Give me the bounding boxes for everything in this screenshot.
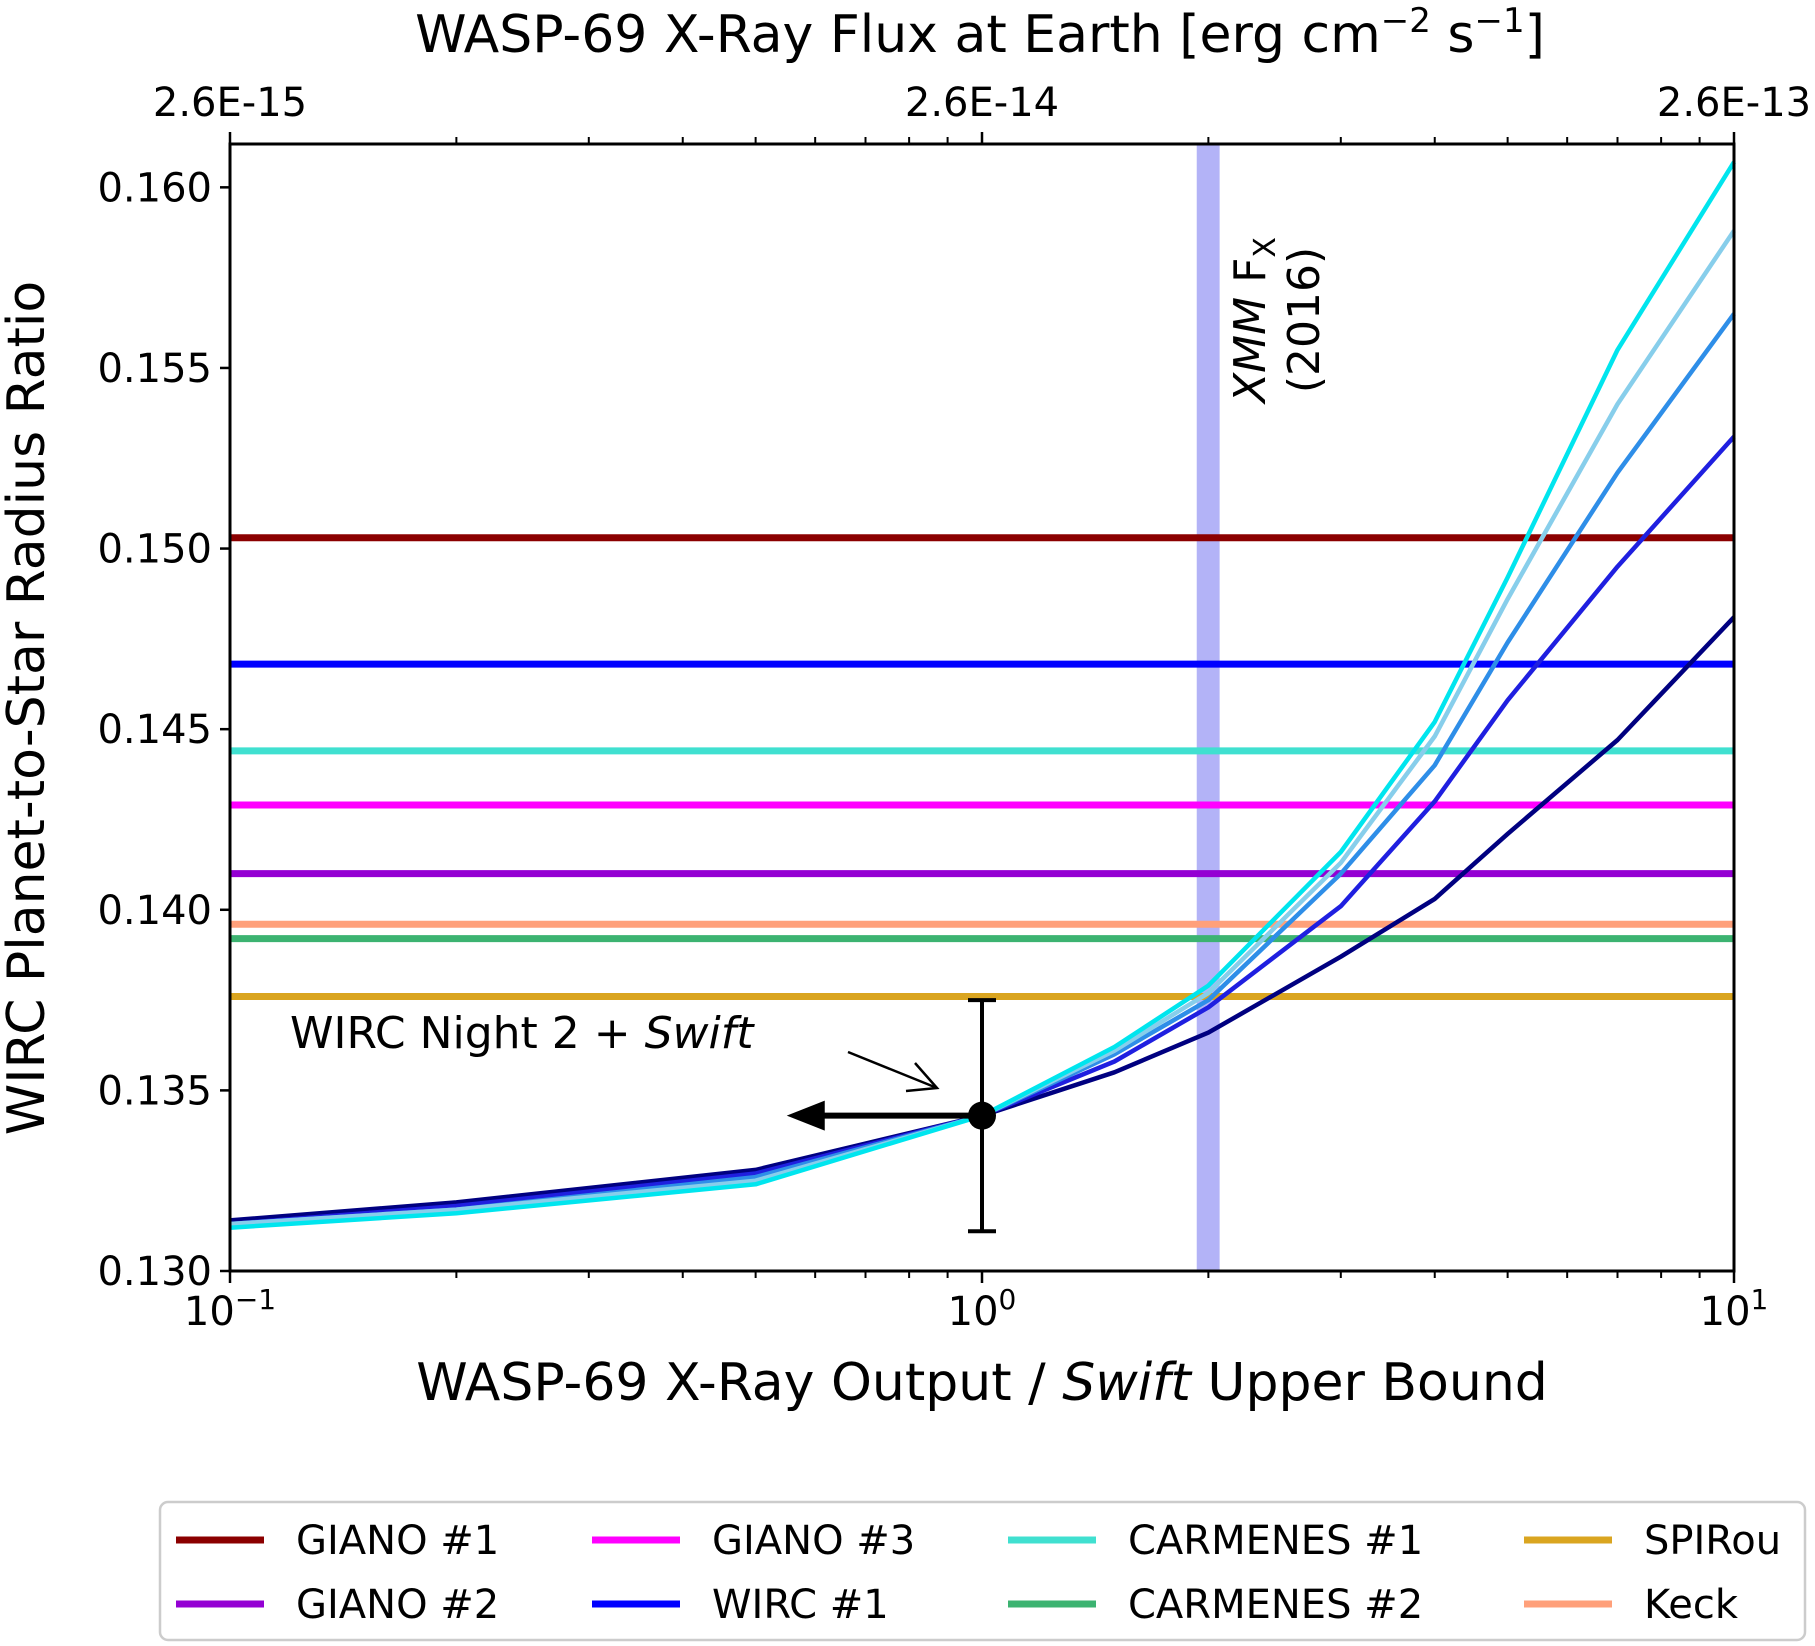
- top-axis-title: WASP-69 X-Ray Flux at Earth [erg cm−2 s−…: [415, 1, 1545, 65]
- legend-label-giano-3: GIANO #3: [712, 1518, 915, 1564]
- legend-label-wirc-1: WIRC #1: [712, 1582, 889, 1628]
- data-point-marker: [968, 1101, 996, 1130]
- xmm-band: [1196, 144, 1220, 1271]
- y-axis-ticks: 0.130 0.135 0.140 0.145 0.150 0.155 0.160: [97, 165, 230, 1295]
- y-tick-label: 0.130: [97, 1249, 212, 1295]
- model-curves: [229, 160, 1736, 1230]
- x-tick-label: 100: [948, 1283, 1017, 1335]
- x-axis-label: WASP-69 X-Ray Output / Swift Upper Bound: [416, 1353, 1548, 1413]
- top-tick-label: 2.6E-15: [153, 80, 307, 126]
- xmm-label-year: (2016): [1279, 247, 1330, 393]
- y-axis-label: WIRC Planet-to-Star Radius Ratio: [0, 281, 57, 1135]
- legend-label-carmenes-2: CARMENES #2: [1128, 1582, 1423, 1628]
- model-curve-3: [229, 312, 1736, 1227]
- xmm-band-label: XMM FX (2016): [1225, 237, 1330, 405]
- y-tick-label: 0.160: [97, 165, 212, 211]
- legend-box: [158, 1500, 1807, 1642]
- legend-label-carmenes-1: CARMENES #1: [1128, 1518, 1423, 1564]
- xmm-label-em: XMM: [1225, 297, 1276, 405]
- svg-text:XMM FX: XMM FX: [1225, 237, 1283, 405]
- legend-label-keck: Keck: [1644, 1582, 1739, 1628]
- x-axis-ticks: 10−1 100 101: [184, 1271, 1768, 1335]
- y-tick-label: 0.135: [97, 1068, 212, 1114]
- model-curve-2: [229, 435, 1736, 1227]
- legend: GIANO #1 GIANO #2 GIANO #3 WIRC #1 CARMENES …: [176, 1518, 1781, 1628]
- legend-label-giano-2: GIANO #2: [296, 1582, 499, 1628]
- data-point-layer: [786, 998, 996, 1234]
- legend-label-giano-1: GIANO #1: [296, 1518, 499, 1564]
- y-tick-label: 0.145: [97, 707, 212, 753]
- top-tick-label: 2.6E-14: [905, 80, 1059, 126]
- model-curve-4: [229, 229, 1736, 1227]
- x-tick-label: 101: [1700, 1283, 1769, 1335]
- reference-lines: [230, 534, 1734, 1000]
- top-axis-ticks: 2.6E-15 2.6E-14 2.6E-13: [153, 80, 1811, 144]
- annotation-arrow-shaft: [847, 1050, 938, 1090]
- y-tick-label: 0.150: [97, 527, 212, 573]
- annotation-arrow-head: [905, 1062, 940, 1093]
- model-curve-1: [229, 615, 1736, 1223]
- top-tick-label: 2.6E-13: [1657, 80, 1811, 126]
- y-tick-label: 0.140: [97, 888, 212, 934]
- upper-limit-arrow-head: [786, 1100, 825, 1131]
- y-tick-label: 0.155: [97, 346, 212, 392]
- legend-label-spirou: SPIRou: [1644, 1518, 1781, 1564]
- point-annotation: WIRC Night 2 + Swift: [290, 1008, 755, 1059]
- x-tick-label: 10−1: [184, 1283, 276, 1335]
- model-curve-5: [229, 160, 1736, 1230]
- xmm-band-layer: [1196, 144, 1220, 1271]
